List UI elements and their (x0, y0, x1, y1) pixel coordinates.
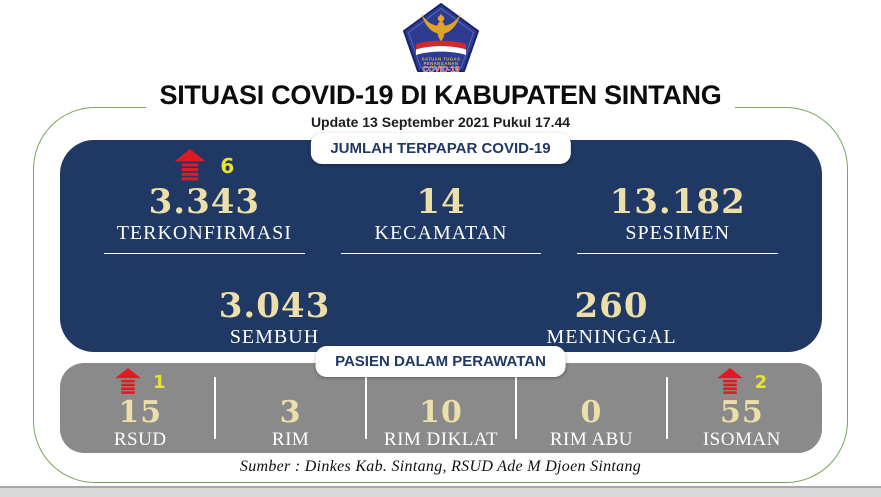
stat-label: RIM DIKLAT (383, 429, 499, 450)
increase-arrow-icon (174, 149, 206, 183)
stat-label: MENINGGAL (546, 326, 677, 348)
rsud-delta: 1 (66, 367, 214, 397)
isoman-delta: 2 (668, 367, 816, 397)
stat-label: RIM ABU BAKAR (549, 429, 634, 472)
stat-isoman: 2 55 ISOMAN (668, 363, 816, 453)
stat-spesimen: 13.182 SPESIMEN (577, 148, 779, 254)
stat-value: 0 (580, 395, 603, 430)
garuda-eagle-icon (421, 13, 461, 42)
stat-rim-abu-bakar: 0 RIM ABU BAKAR (517, 363, 665, 473)
delta-value: 2 (754, 371, 768, 393)
stat-meninggal: 260 MENINGGAL (421, 288, 802, 350)
stat-value: 15 (118, 395, 163, 430)
delta-value: 6 (220, 154, 235, 178)
divider (364, 377, 367, 439)
divider (515, 377, 518, 439)
stat-terkonfirmasi: 6 3.343 TERKONFIRMASI (104, 148, 305, 254)
flag-ribbon-red (416, 40, 466, 50)
stat-rim-rusunawa: 3 RIM RUSUNAWA (216, 363, 364, 473)
terpapar-panel: 6 3.343 TERKONFIRMASI 14 KECAMATAN 13.18… (60, 140, 822, 352)
stat-kecamatan: 14 KECAMATAN (340, 148, 542, 254)
stat-label: SEMBUH (229, 326, 320, 348)
perawatan-bar: 1 15 RSUD 3 RIM RUSUNAWA 10 RIM DIKLAT 0… (60, 363, 822, 473)
stat-value: 260 (574, 286, 649, 326)
stat-value: 13.182 (609, 182, 746, 222)
delta-value: 1 (152, 371, 166, 393)
stat-value: 10 (419, 395, 463, 430)
source-attribution: Sumber : Dinkes Kab. Sintang, RSUD Ade M… (239, 458, 642, 475)
bottom-strip (0, 486, 881, 497)
stat-value: 14 (416, 182, 466, 222)
terpapar-badge: JUMLAH TERPAPAR COVID-19 (310, 133, 571, 164)
stat-value: 55 (719, 395, 764, 430)
stat-label: ISOMAN (702, 429, 781, 450)
stat-label: KECAMATAN (374, 222, 508, 244)
stat-value: 3.343 (148, 182, 261, 222)
logo-text-covid19: COVID-19 (423, 65, 460, 73)
header: SITUASI COVID-19 DI KABUPATEN SINTANG (0, 80, 881, 111)
stat-sembuh: 3.043 SEMBUH (84, 288, 465, 350)
logo-text-line1: SATUAN TUGAS (422, 57, 461, 62)
flag-ribbon-white (416, 46, 466, 55)
stat-label: RIM RUSUNAWA (235, 429, 346, 472)
divider (665, 377, 668, 439)
logo-text-line2: PENANGANAN (424, 61, 459, 66)
perawatan-badge: PASIEN DALAM PERAWATAN (315, 346, 566, 377)
stat-label: RSUD (113, 429, 167, 450)
page-title: SITUASI COVID-19 DI KABUPATEN SINTANG (145, 80, 736, 111)
increase-arrow-icon (115, 368, 141, 396)
satgas-covid-logo-icon: SATUAN TUGAS PENANGANAN COVID-19 (403, 3, 479, 73)
stat-label: SPESIMEN (625, 222, 731, 244)
stat-value: 3.043 (218, 286, 331, 326)
stat-rsud: 1 15 RSUD (66, 363, 214, 453)
stat-label: TERKONFIRMASI (116, 222, 292, 244)
terpapar-row1: 6 3.343 TERKONFIRMASI 14 KECAMATAN 13.18… (60, 140, 822, 254)
increase-arrow-icon (716, 368, 743, 396)
divider (214, 377, 217, 439)
terkonfirmasi-delta: 6 (104, 148, 305, 184)
empty-delta-spacer (577, 148, 778, 184)
terpapar-row2: 3.043 SEMBUH 260 MENINGGAL (60, 288, 822, 350)
update-timestamp: Update 13 September 2021 Pukul 17.44 (310, 114, 571, 130)
stat-rim-diklat: 10 RIM DIKLAT (367, 363, 515, 453)
stat-value: 3 (279, 395, 302, 430)
